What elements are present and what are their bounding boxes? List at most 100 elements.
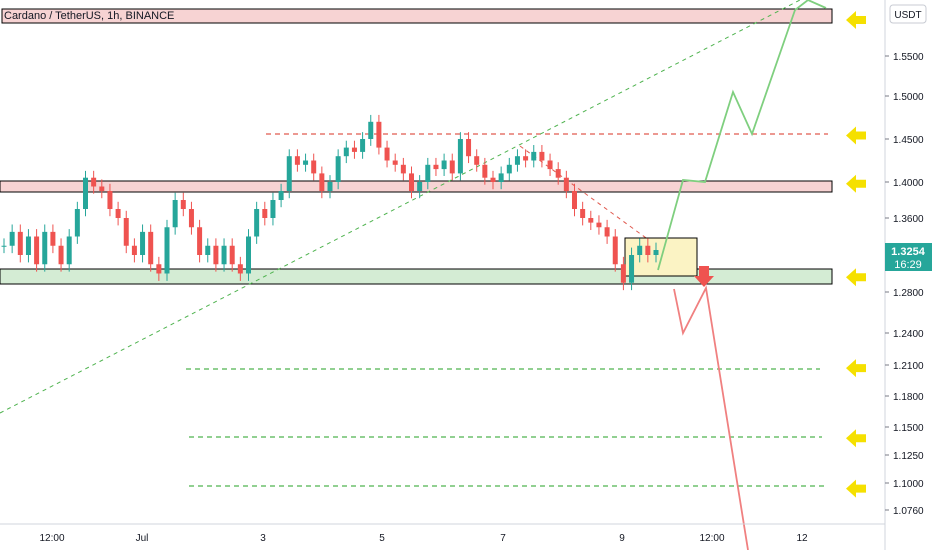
candle-body bbox=[547, 160, 553, 170]
currency-button[interactable] bbox=[889, 4, 927, 24]
candle-body bbox=[612, 236, 618, 265]
candle-body bbox=[596, 222, 602, 228]
candle-body bbox=[409, 173, 414, 191]
candle-body bbox=[319, 173, 325, 191]
red-down-arrow-icon bbox=[694, 266, 714, 287]
candle-body bbox=[327, 182, 333, 191]
candle-body bbox=[237, 264, 243, 274]
x-tick-label: 12:00 bbox=[699, 533, 724, 544]
candle-body bbox=[457, 139, 463, 174]
candle-body bbox=[107, 191, 113, 209]
candle-body bbox=[172, 200, 178, 228]
y-tick-label: 1.1250 bbox=[893, 451, 924, 462]
candle-body bbox=[148, 231, 154, 265]
yellow-left-arrow-icon bbox=[846, 268, 866, 287]
y-axis-ticks: 1.5500 1.5000 1.4500 1.4000 1.3600 1.2800 1.24… bbox=[885, 52, 924, 517]
candle-body bbox=[523, 156, 529, 161]
y-tick-label: 1.3600 bbox=[893, 214, 924, 225]
candle-body bbox=[66, 236, 72, 265]
candle-body bbox=[506, 164, 512, 174]
y-tick-label: 1.1800 bbox=[893, 392, 924, 403]
candle-body bbox=[531, 151, 537, 161]
candle-body bbox=[42, 231, 48, 265]
currency-button-label[interactable]: USDT bbox=[894, 10, 921, 21]
candle-body bbox=[115, 209, 121, 218]
mid-resistance-zone bbox=[0, 180, 833, 193]
yellow-left-arrow-icon bbox=[846, 174, 866, 193]
candle-body bbox=[50, 231, 56, 246]
candle-body bbox=[482, 164, 488, 178]
candle-body bbox=[58, 245, 64, 265]
candle-body bbox=[441, 160, 447, 170]
candle-body bbox=[580, 209, 586, 218]
candle-body bbox=[653, 250, 659, 255]
candle-body bbox=[278, 191, 284, 200]
candles-group bbox=[1, 114, 659, 291]
yellow-left-arrow-icon bbox=[846, 126, 866, 145]
trend-line bbox=[0, 0, 801, 414]
candle-body bbox=[246, 236, 251, 274]
countdown-timer: 16:29 bbox=[894, 259, 922, 271]
candle-body bbox=[384, 147, 390, 161]
candle-body bbox=[376, 121, 382, 148]
candle-body bbox=[270, 200, 276, 218]
candle-body bbox=[303, 160, 309, 165]
candle-body bbox=[449, 160, 455, 174]
current-price-value: 1.3254 bbox=[891, 246, 926, 258]
candle-body bbox=[197, 227, 203, 255]
candle-body bbox=[254, 209, 260, 237]
candle-body bbox=[360, 139, 366, 152]
candle-body bbox=[205, 245, 211, 255]
arrow-markers-group bbox=[846, 11, 866, 498]
candle-body bbox=[620, 264, 626, 283]
candle-body bbox=[335, 156, 341, 182]
candle-body bbox=[474, 156, 480, 165]
candle-body bbox=[588, 218, 594, 223]
y-tick-label: 1.2800 bbox=[893, 288, 924, 299]
y-tick-label: 1.4500 bbox=[893, 135, 924, 146]
candle-body bbox=[400, 164, 406, 174]
candle-body bbox=[311, 160, 317, 174]
candle-body bbox=[351, 147, 357, 152]
bullish-projection-path bbox=[657, 0, 827, 271]
x-tick-label: 5 bbox=[379, 533, 385, 544]
candle-body bbox=[294, 156, 300, 165]
candle-body bbox=[286, 156, 292, 191]
candle-body bbox=[604, 227, 610, 237]
x-tick-label: 3 bbox=[260, 533, 266, 544]
x-tick-label: Jul bbox=[136, 533, 149, 544]
yellow-left-arrow-icon bbox=[846, 429, 866, 448]
candle-body bbox=[563, 177, 569, 191]
candle-body bbox=[25, 236, 31, 255]
x-tick-label: 9 bbox=[619, 533, 625, 544]
candle-body bbox=[343, 147, 349, 157]
candle-body bbox=[645, 245, 651, 255]
candle-body bbox=[34, 236, 40, 265]
y-tick-label: 1.1500 bbox=[893, 423, 924, 434]
candle-body bbox=[164, 227, 170, 274]
candle-body bbox=[514, 156, 520, 165]
candle-body bbox=[213, 245, 219, 265]
candle-body bbox=[425, 164, 431, 182]
y-tick-label: 1.0760 bbox=[893, 506, 924, 517]
candle-body bbox=[392, 160, 398, 165]
candle-body bbox=[156, 264, 162, 274]
candle-body bbox=[490, 177, 496, 182]
candle-body bbox=[123, 218, 129, 246]
x-axis-ticks: 12:00 Jul 3 5 7 9 12:00 12 bbox=[39, 533, 808, 544]
candle-body bbox=[368, 121, 374, 139]
bearish-projection-path bbox=[673, 285, 749, 551]
y-tick-label: 1.2100 bbox=[893, 361, 924, 372]
candle-body bbox=[17, 231, 23, 255]
candle-body bbox=[629, 255, 635, 283]
candle-body bbox=[9, 231, 15, 246]
current-price-badge bbox=[885, 243, 932, 271]
candle-body bbox=[466, 139, 472, 157]
chart-title: Cardano / TetherUS, 1h, BINANCE bbox=[4, 10, 174, 22]
x-tick-label: 7 bbox=[500, 533, 506, 544]
top-resistance-zone bbox=[1, 8, 833, 24]
candle-body bbox=[99, 186, 105, 191]
y-tick-label: 1.2400 bbox=[893, 329, 924, 340]
